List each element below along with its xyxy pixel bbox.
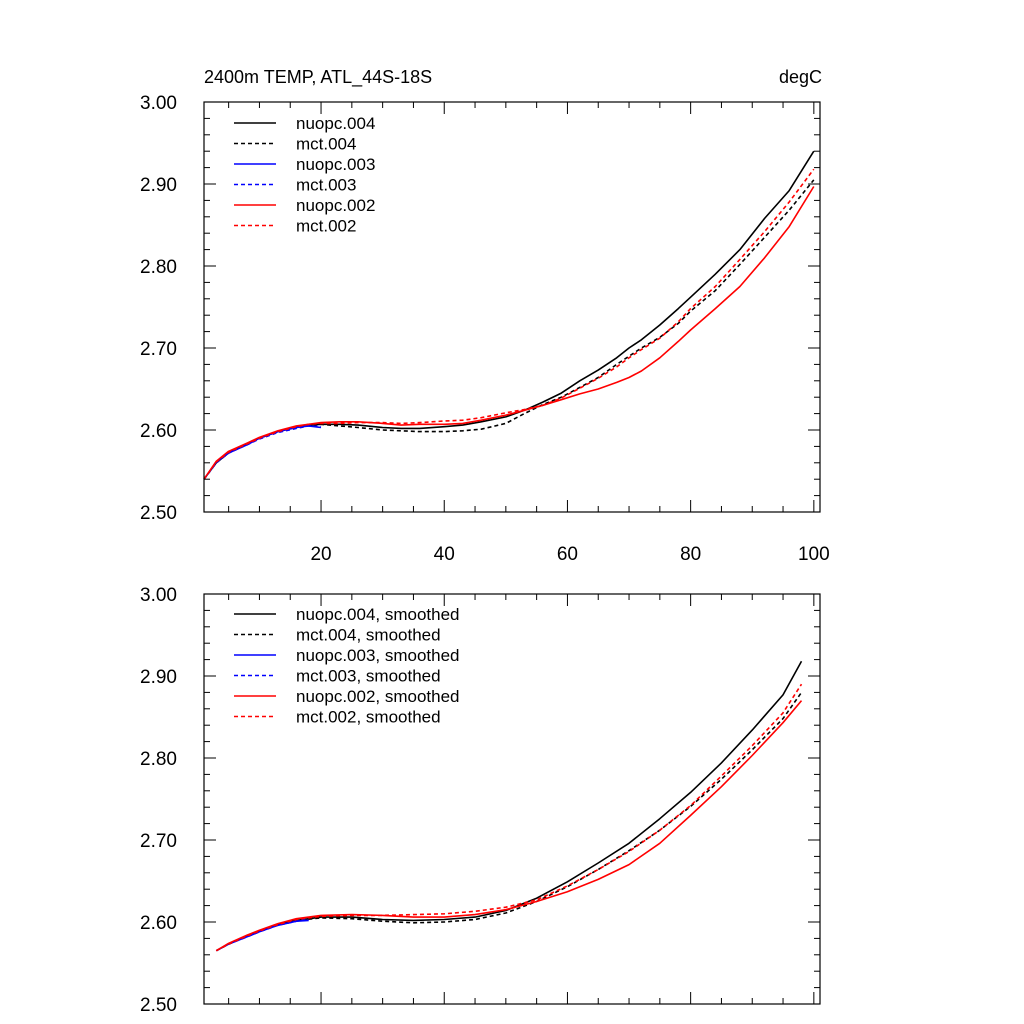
top-series-line-6 (203, 168, 815, 480)
top-x-tick-label: 100 (798, 544, 830, 565)
bottom-y-tick-label: 2.80 (140, 749, 177, 770)
top-y-tick-label: 3.00 (140, 93, 177, 114)
top-legend-label-1: nuopc.004 (296, 114, 375, 133)
top-legend-label-4: mct.003 (296, 176, 356, 195)
bottom-y-tick-label: 2.50 (140, 995, 177, 1016)
top-legend-label-5: nuopc.002 (296, 196, 375, 215)
top-legend-label-2: mct.004 (296, 135, 356, 154)
top-y-tick-label: 2.70 (140, 339, 177, 360)
bottom-legend-label-1: nuopc.004, smoothed (296, 605, 460, 624)
top-axes: 2.50 2.60 2.70 2.80 2.90 3.00 20 40 60 80 100 (140, 93, 830, 565)
bottom-series-line-2 (215, 691, 803, 952)
top-series-line-3 (203, 425, 322, 480)
top-x-tick-label: 80 (680, 544, 701, 565)
top-y-tick-label: 2.80 (140, 257, 177, 278)
bottom-y-tick-label: 2.90 (140, 667, 177, 688)
bottom-plot-lines (215, 660, 803, 952)
top-legend-label-6: mct.002 (296, 217, 356, 236)
top-x-tick-label: 20 (310, 544, 331, 565)
bottom-legend-label-3: nuopc.003, smoothed (296, 646, 460, 665)
top-y-tick-label: 2.50 (140, 503, 177, 524)
top-legend-label-3: nuopc.003 (296, 155, 375, 174)
chart-bottom: 2.50 2.60 2.70 2.80 2.90 3.00 nuopc.004, smoo… (140, 585, 821, 1016)
bottom-y-tick-label: 3.00 (140, 585, 177, 606)
bottom-series-line-4 (215, 918, 309, 952)
bottom-axes: 2.50 2.60 2.70 2.80 2.90 3.00 (140, 585, 821, 1016)
bottom-series-line-5 (215, 700, 803, 952)
chart-top: 2400m TEMP, ATL_44S-18S degC 2.50 2.60 2.7… (140, 67, 830, 565)
top-y-tick-label: 2.90 (140, 175, 177, 196)
top-plot-frame (203, 101, 821, 513)
top-plot-lines (203, 150, 815, 480)
top-series-line-4 (203, 425, 322, 480)
bottom-y-tick-label: 2.70 (140, 831, 177, 852)
bottom-legend-label-2: mct.004, smoothed (296, 626, 441, 645)
bottom-series-line-3 (215, 919, 309, 952)
top-y-tick-label: 2.60 (140, 421, 177, 442)
bottom-legend-label-4: mct.003, smoothed (296, 667, 441, 686)
chart-title: 2400m TEMP, ATL_44S-18S (204, 67, 432, 88)
bottom-legend-label-5: nuopc.002, smoothed (296, 687, 460, 706)
bottom-plot-frame (203, 593, 821, 1005)
chart-units: degC (779, 67, 822, 87)
bottom-legend-label-6: mct.002, smoothed (296, 708, 441, 727)
top-x-tick-label: 40 (434, 544, 455, 565)
top-x-tick-label: 60 (557, 544, 578, 565)
bottom-y-tick-label: 2.60 (140, 913, 177, 934)
